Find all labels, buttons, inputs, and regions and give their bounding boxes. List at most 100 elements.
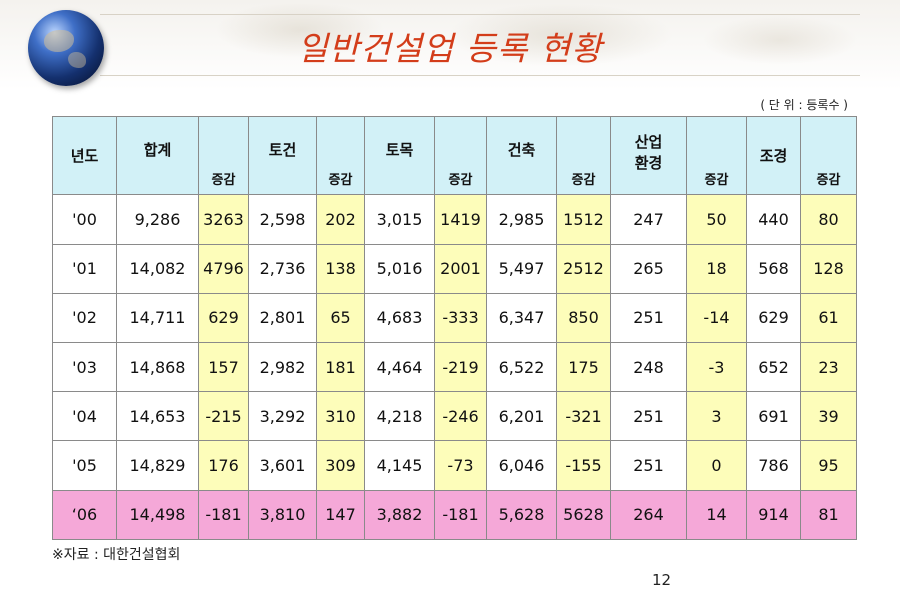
cell-total: 14,711 xyxy=(116,292,199,344)
table-row: '04 14,653 -215 3,292 310 4,218 -246 6,2… xyxy=(52,391,857,442)
cell-landscape-inc: 128 xyxy=(800,243,857,294)
header-industrial-inc: 증감 xyxy=(686,115,747,196)
cell-total: 9,286 xyxy=(116,194,199,245)
header-civil-inc: 증감 xyxy=(434,115,487,196)
cell-landscape: 914 xyxy=(746,489,801,541)
cell-civil-arch: 2,982 xyxy=(248,342,317,393)
cell-total-inc: -215 xyxy=(198,391,249,442)
cell-civil-inc: -246 xyxy=(434,391,487,442)
cell-civil-arch: 3,810 xyxy=(248,489,317,541)
cell-civil-inc: -181 xyxy=(434,489,487,541)
cell-total: 14,653 xyxy=(116,391,199,442)
unit-label: ( 단 위 : 등록수 ) xyxy=(760,98,848,112)
cell-civil-inc: -333 xyxy=(434,292,487,344)
cell-arch-inc: 1512 xyxy=(556,194,611,245)
cell-year: ‘06 xyxy=(52,489,117,541)
header-arch-inc: 증감 xyxy=(556,115,611,196)
cell-civil-arch: 2,736 xyxy=(248,243,317,294)
cell-year: '05 xyxy=(52,440,117,491)
cell-landscape-inc: 39 xyxy=(800,391,857,442)
page-number: 12 xyxy=(652,571,672,589)
header-year: 년도 xyxy=(52,115,117,196)
cell-arch-inc: 850 xyxy=(556,292,611,344)
cell-arch-inc: 175 xyxy=(556,342,611,393)
cell-arch: 6,201 xyxy=(486,391,557,442)
header-arch: 건축 xyxy=(486,115,557,196)
cell-industrial: 251 xyxy=(610,440,687,491)
cell-arch: 6,347 xyxy=(486,292,557,344)
globe-icon xyxy=(28,10,104,86)
table-row-highlighted: ‘06 14,498 -181 3,810 147 3,882 -181 5,6… xyxy=(52,489,857,541)
cell-industrial-inc: 0 xyxy=(686,440,747,491)
cell-landscape: 568 xyxy=(746,243,801,294)
cell-civil-arch-inc: 147 xyxy=(316,489,365,541)
cell-civil-arch-inc: 310 xyxy=(316,391,365,442)
cell-civil-arch-inc: 138 xyxy=(316,243,365,294)
cell-civil-arch: 3,292 xyxy=(248,391,317,442)
cell-arch: 5,497 xyxy=(486,243,557,294)
table-row: '02 14,711 629 2,801 65 4,683 -333 6,347… xyxy=(52,292,857,344)
cell-year: '00 xyxy=(52,194,117,245)
cell-civil-inc: -219 xyxy=(434,342,487,393)
cell-year: '02 xyxy=(52,292,117,344)
banner-frame xyxy=(100,14,860,76)
cell-industrial-inc: 50 xyxy=(686,194,747,245)
cell-industrial: 248 xyxy=(610,342,687,393)
cell-industrial: 251 xyxy=(610,391,687,442)
page-title: 일반건설업 등록 현황 xyxy=(297,29,603,68)
cell-total: 14,829 xyxy=(116,440,199,491)
cell-landscape-inc: 23 xyxy=(800,342,857,393)
header-civil: 토목 xyxy=(364,115,435,196)
cell-industrial-inc: -14 xyxy=(686,292,747,344)
cell-landscape-inc: 80 xyxy=(800,194,857,245)
cell-total-inc: -181 xyxy=(198,489,249,541)
cell-landscape: 652 xyxy=(746,342,801,393)
cell-total-inc: 157 xyxy=(198,342,249,393)
cell-landscape-inc: 61 xyxy=(800,292,857,344)
cell-total: 14,868 xyxy=(116,342,199,393)
header-landscape: 조경 xyxy=(746,115,801,196)
cell-arch: 6,046 xyxy=(486,440,557,491)
cell-arch: 2,985 xyxy=(486,194,557,245)
cell-industrial-inc: 18 xyxy=(686,243,747,294)
cell-industrial: 251 xyxy=(610,292,687,344)
cell-year: '03 xyxy=(52,342,117,393)
cell-landscape: 440 xyxy=(746,194,801,245)
cell-total-inc: 629 xyxy=(198,292,249,344)
globe-land-shape xyxy=(44,30,74,52)
cell-civil-inc: 1419 xyxy=(434,194,487,245)
cell-civil-arch-inc: 202 xyxy=(316,194,365,245)
table-row: '05 14,829 176 3,601 309 4,145 -73 6,046… xyxy=(52,440,857,491)
cell-civil: 3,882 xyxy=(364,489,435,541)
table-row: '01 14,082 4796 2,736 138 5,016 2001 5,4… xyxy=(52,243,857,294)
cell-landscape: 786 xyxy=(746,440,801,491)
registration-table: 년도 합계 증감 토건 증감 토목 증감 건축 증감 산업 환경 증감 조경 증… xyxy=(52,115,857,541)
cell-civil-arch-inc: 65 xyxy=(316,292,365,344)
cell-total: 14,082 xyxy=(116,243,199,294)
cell-industrial-inc: 3 xyxy=(686,391,747,442)
cell-total: 14,498 xyxy=(116,489,199,541)
cell-total-inc: 4796 xyxy=(198,243,249,294)
source-note: ※자료 : 대한건설협회 xyxy=(52,547,181,563)
cell-industrial: 247 xyxy=(610,194,687,245)
title-banner: 일반건설업 등록 현황 xyxy=(0,0,900,90)
cell-arch: 5,628 xyxy=(486,489,557,541)
header-industrial: 산업 환경 xyxy=(610,115,687,196)
cell-civil-arch-inc: 309 xyxy=(316,440,365,491)
cell-industrial: 265 xyxy=(610,243,687,294)
cell-arch-inc: 2512 xyxy=(556,243,611,294)
header-civil-arch: 토건 xyxy=(248,115,317,196)
cell-year: '01 xyxy=(52,243,117,294)
cell-year: '04 xyxy=(52,391,117,442)
cell-civil: 4,464 xyxy=(364,342,435,393)
header-total-inc: 증감 xyxy=(198,115,249,196)
cell-landscape-inc: 81 xyxy=(800,489,857,541)
cell-civil: 4,145 xyxy=(364,440,435,491)
cell-arch-inc: -321 xyxy=(556,391,611,442)
cell-civil: 5,016 xyxy=(364,243,435,294)
cell-arch-inc: 5628 xyxy=(556,489,611,541)
cell-civil-inc: 2001 xyxy=(434,243,487,294)
cell-total-inc: 3263 xyxy=(198,194,249,245)
header-civil-arch-inc: 증감 xyxy=(316,115,365,196)
cell-landscape: 629 xyxy=(746,292,801,344)
